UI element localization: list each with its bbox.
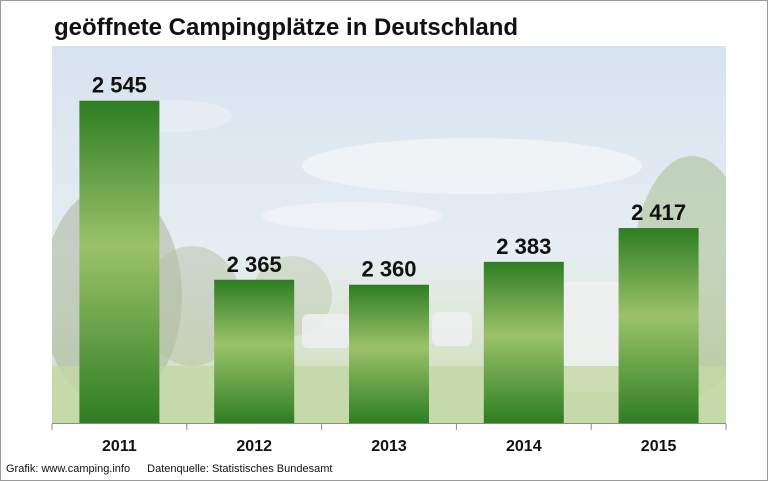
footer-credit: Grafik: www.camping.info (6, 463, 131, 475)
bar-chart: 2 545 2 365 2 360 2 383 2 417 (52, 46, 726, 424)
plot-area: 2 545 2 365 2 360 2 383 2 417 (52, 46, 726, 424)
x-tick-label-2012: 2012 (236, 438, 272, 455)
bar-2014 (483, 261, 564, 424)
footer: Grafik: www.camping.info Datenquelle: St… (6, 463, 346, 475)
x-axis-ticks: 2011 2012 2013 2014 2015 (51, 424, 727, 455)
data-label-2012: 2 365 (227, 252, 282, 277)
bar-2012 (214, 279, 295, 424)
bar-2013 (349, 284, 429, 424)
footer-source: Datenquelle: Statistisches Bundesamt (147, 463, 333, 475)
data-label-2014: 2 383 (496, 234, 551, 259)
x-tick-label-2011: 2011 (102, 438, 137, 455)
bar-2011 (79, 100, 160, 424)
x-tick-label-2015: 2015 (641, 438, 677, 455)
chart-title: geöffnete Campingplätze in Deutschland (54, 14, 519, 41)
data-label-2013: 2 360 (361, 257, 416, 282)
data-label-2015: 2 417 (631, 200, 686, 225)
bar-2015 (618, 228, 699, 424)
x-tick-label-2013: 2013 (371, 438, 407, 455)
data-label-2011: 2 545 (92, 73, 147, 98)
x-tick-label-2014: 2014 (506, 438, 542, 455)
